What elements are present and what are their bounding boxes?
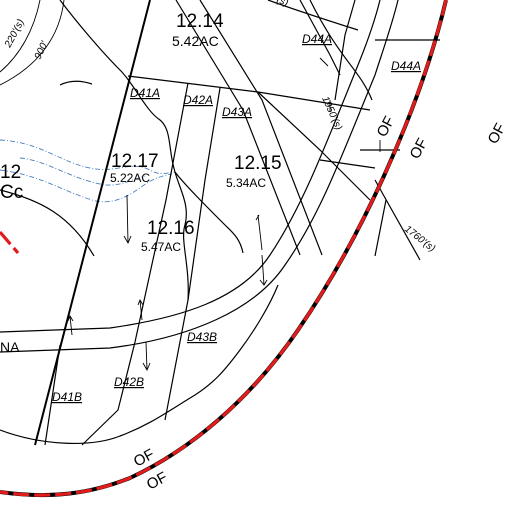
parcel-area-12-15: 5.34AC [226, 176, 266, 190]
dimension-900: 900' [33, 39, 51, 61]
parcel-id-12-17: 12.17 [111, 151, 159, 172]
parcel-line [199, 0, 323, 256]
stream-line [0, 139, 176, 175]
parcel-line [81, 82, 189, 446]
parcel-line [334, 0, 356, 101]
lot-code-d41b: D41B [52, 390, 82, 404]
terrain-line [59, 0, 244, 254]
parcel-id-partial: 12 [0, 162, 21, 183]
parcel-line [299, 0, 341, 76]
flow-arrow [379, 140, 392, 152]
road-name: NA [0, 339, 20, 355]
parcel-line [374, 199, 387, 257]
parcel-area-12-16: 5.47AC [141, 240, 181, 254]
flow-arrow [137, 298, 144, 321]
lot-code-d42a: D42A [183, 93, 213, 107]
lot-code-d44a-upper: D44A [302, 32, 332, 46]
contour-line [0, 0, 65, 86]
boundary-label-of: OF [374, 113, 399, 139]
flow-arrow [123, 194, 132, 245]
parcel-line [164, 87, 221, 421]
flow-arrow [142, 341, 151, 372]
terrain-line [59, 80, 93, 86]
parcel-line [374, 179, 421, 261]
parcel-line [34, 0, 151, 446]
project-boundary [0, 0, 448, 498]
stream-line [0, 169, 173, 203]
parcel-line [175, 0, 301, 256]
road-edge [0, 0, 381, 333]
parcel-id-12-16: 12.16 [147, 218, 195, 239]
boundary-label-of: OF [144, 469, 170, 494]
dimension-s: (s) [275, 0, 290, 9]
lot-code-d41a: D41A [130, 86, 160, 100]
flow-arrow [259, 254, 268, 286]
terrain-line [0, 189, 95, 257]
dimension-1950s: 1950'(s) [319, 95, 344, 132]
parcel-line [257, 91, 371, 201]
terrain-line [0, 284, 279, 445]
road-edge [0, 0, 399, 353]
parcel-line [309, 0, 373, 101]
flow-arrow [319, 57, 331, 112]
stream-line [19, 157, 146, 186]
flow-arrow [255, 214, 263, 251]
parcel-area-partial: Cc [0, 182, 23, 203]
lot-code-d43b: D43B [187, 330, 217, 344]
lot-code-d44a-right: D44A [391, 59, 421, 73]
terrain-line [174, 171, 189, 301]
boundary-label-of: OF [485, 120, 510, 146]
project-boundary-red [0, 0, 448, 497]
contour-line [0, 0, 41, 73]
parcel-id-12-15: 12.15 [234, 153, 282, 174]
parcel-id-12-14: 12.14 [176, 11, 224, 32]
parcel-area-12-17: 5.22AC [110, 171, 150, 185]
parcel-line [319, 159, 376, 169]
lot-code-d43a: D43A [222, 105, 252, 119]
boundary-stub-red [0, 230, 20, 255]
parcel-area-12-14: 5.42AC [172, 33, 219, 49]
parcel-line [44, 344, 61, 446]
flow-arrow [67, 314, 74, 336]
boundary-label-of: OF [407, 135, 432, 161]
dimension-1760s: 1760'(s) [402, 224, 437, 255]
lot-code-d42b: D42B [114, 375, 144, 389]
